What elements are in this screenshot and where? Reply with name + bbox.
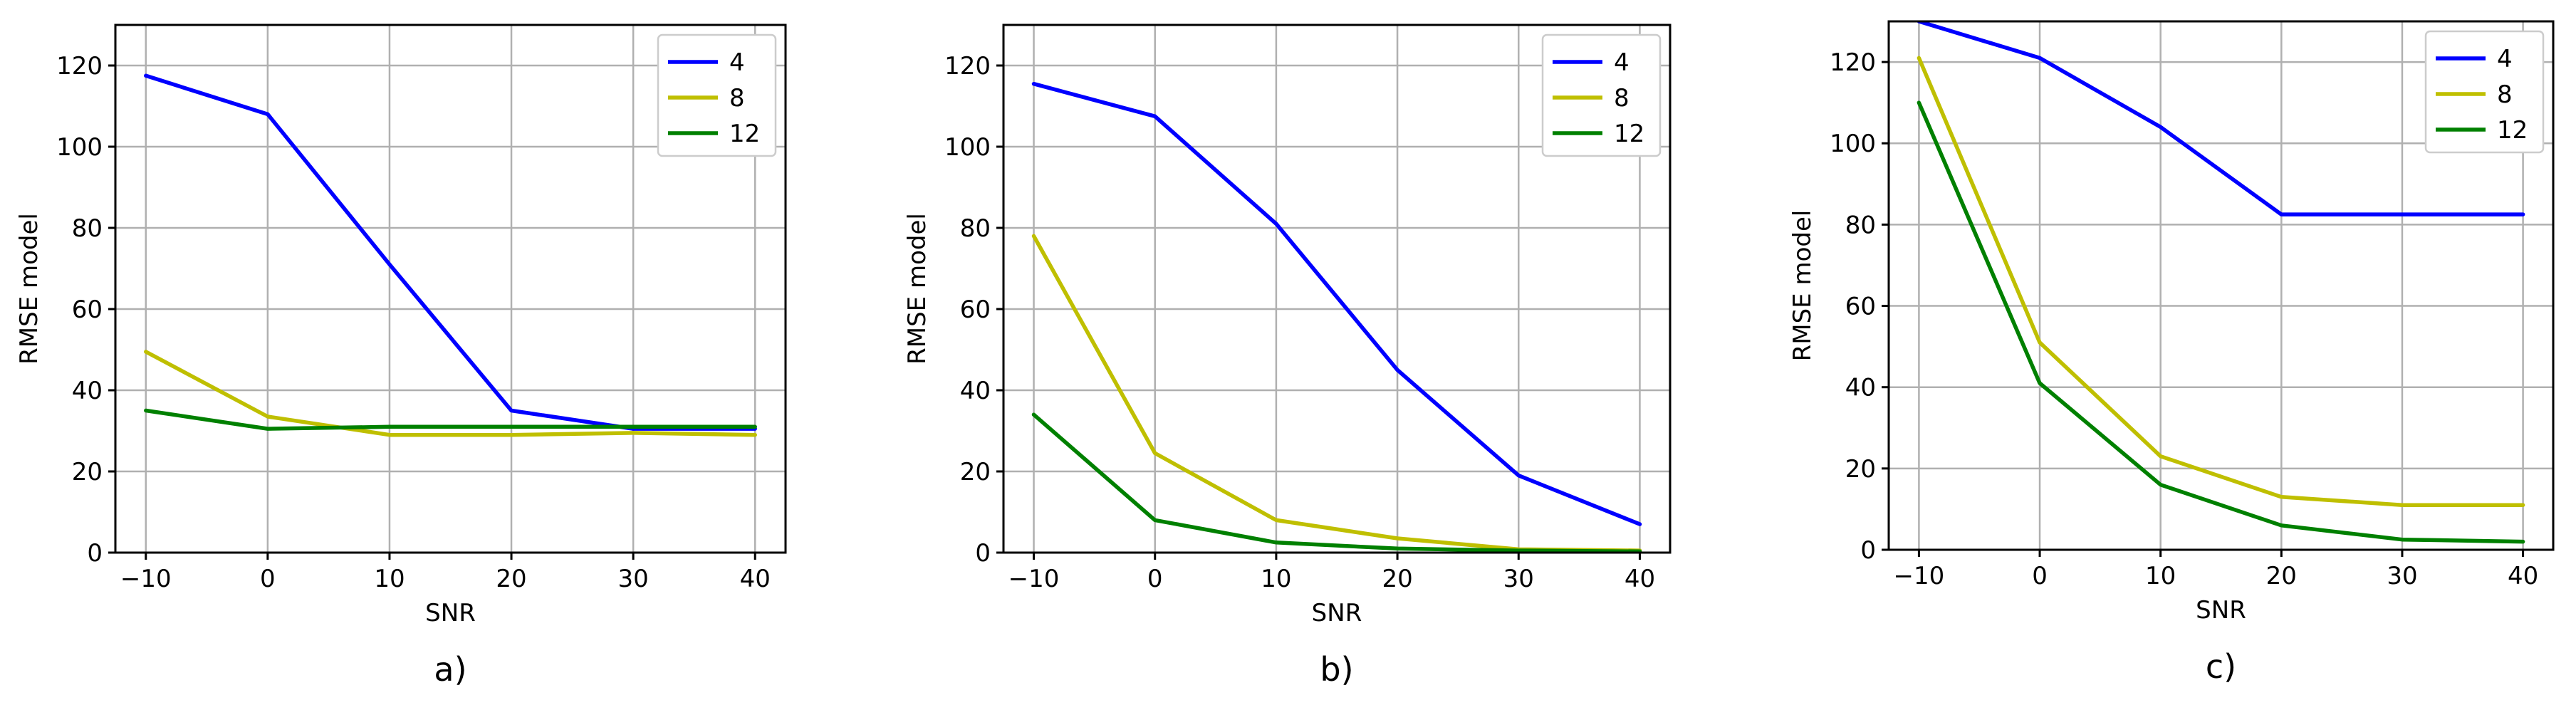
- plot-frame: [1002, 24, 1672, 554]
- series-line-12: [1917, 100, 2525, 544]
- y-tick-label: 0: [1860, 536, 1876, 565]
- legend-label-4: 4: [729, 48, 745, 77]
- legend-label-12: 12: [1614, 120, 1644, 148]
- x-tick-label: 30: [618, 565, 649, 593]
- series-line-8: [144, 350, 757, 437]
- legend-label-4: 4: [1614, 48, 1629, 77]
- x-tick-label: 10: [374, 565, 405, 593]
- x-tick-label: 0: [260, 565, 276, 593]
- y-tick-label: 120: [1830, 48, 1876, 77]
- y-tick-label: 60: [960, 296, 991, 324]
- legend-label-4: 4: [2497, 45, 2513, 73]
- series-line-4: [1031, 81, 1642, 526]
- x-tick-label: 0: [2032, 562, 2048, 590]
- y-tick-label: 40: [1845, 374, 1876, 402]
- y-tick-label: 40: [960, 377, 991, 405]
- y-tick-label: 40: [72, 377, 103, 405]
- x-tick-label: −10: [120, 565, 172, 593]
- x-tick-label: 30: [1503, 565, 1534, 593]
- y-tick-label: 60: [72, 296, 103, 324]
- plot-frame: [114, 24, 787, 554]
- series-line-8: [1031, 234, 1642, 553]
- series-line-12: [1031, 412, 1642, 553]
- panel-c: −10 0 10 20 30 40 0 20 40 60 80 100 120 SNR RMSE model…: [1788, 20, 2555, 686]
- y-tick-label: 100: [1830, 130, 1876, 158]
- x-tick-label: 0: [1147, 565, 1163, 593]
- legend-box: [657, 33, 777, 157]
- series-line-4: [144, 73, 757, 431]
- x-tick-label: 40: [740, 565, 771, 593]
- y-tick-label: 60: [1845, 293, 1876, 321]
- y-tick-label: 20: [1845, 455, 1876, 484]
- panel-a: −10 0 10 20 30 40 0 20 40 60 80 100 120 SNR RMSE model…: [15, 24, 787, 689]
- legend: 4 8 12: [657, 33, 777, 157]
- x-tick-label: 30: [2387, 562, 2417, 590]
- y-tick-label: 20: [72, 458, 103, 486]
- legend: 4 8 12: [1541, 33, 1662, 157]
- panel-caption: a): [434, 650, 466, 689]
- y-tick-label: 80: [72, 214, 103, 243]
- y-tick-label: 120: [56, 52, 103, 80]
- y-tick-label: 120: [944, 52, 991, 80]
- x-tick-label: 20: [1382, 565, 1412, 593]
- x-tick-label: 10: [2145, 562, 2176, 590]
- panel-caption: b): [1320, 650, 1353, 689]
- x-axis-label: SNR: [1312, 599, 1362, 627]
- y-axis-label: RMSE model: [903, 213, 932, 365]
- panel-b: −10 0 10 20 30 40 0 20 40 60 80 100 120 SNR RMSE model…: [903, 24, 1672, 689]
- legend: 4 8 12: [2424, 30, 2545, 154]
- legend-label-8: 8: [1614, 84, 1629, 113]
- x-tick-label: −10: [1894, 562, 1945, 590]
- legend-box: [1541, 33, 1662, 157]
- legend-label-8: 8: [2497, 80, 2513, 109]
- plot-frame: [1887, 20, 2555, 551]
- legend-box: [2424, 30, 2545, 154]
- y-tick-label: 0: [87, 539, 103, 568]
- x-tick-label: 10: [1261, 565, 1291, 593]
- legend-label-12: 12: [729, 120, 760, 148]
- y-tick-label: 100: [56, 133, 103, 162]
- x-tick-label: 20: [2266, 562, 2297, 590]
- x-axis-label: SNR: [425, 599, 476, 627]
- y-axis-label: RMSE model: [15, 213, 43, 365]
- series-line-4: [1917, 21, 2525, 216]
- x-tick-label: 20: [496, 565, 526, 593]
- y-tick-label: 80: [1845, 211, 1876, 239]
- series-line-12: [144, 408, 757, 431]
- legend-label-12: 12: [2497, 116, 2528, 145]
- x-tick-label: 40: [2508, 562, 2538, 590]
- x-tick-label: −10: [1008, 565, 1060, 593]
- x-tick-label: 40: [1625, 565, 1655, 593]
- panel-caption: c): [2206, 647, 2236, 686]
- y-tick-label: 80: [960, 214, 991, 243]
- y-tick-label: 20: [960, 458, 991, 486]
- series-line-8: [1917, 56, 2525, 507]
- legend-label-8: 8: [729, 84, 745, 113]
- y-tick-label: 0: [975, 539, 991, 568]
- x-axis-label: SNR: [2196, 596, 2246, 625]
- y-tick-label: 100: [944, 133, 991, 162]
- y-axis-label: RMSE model: [1788, 210, 1817, 362]
